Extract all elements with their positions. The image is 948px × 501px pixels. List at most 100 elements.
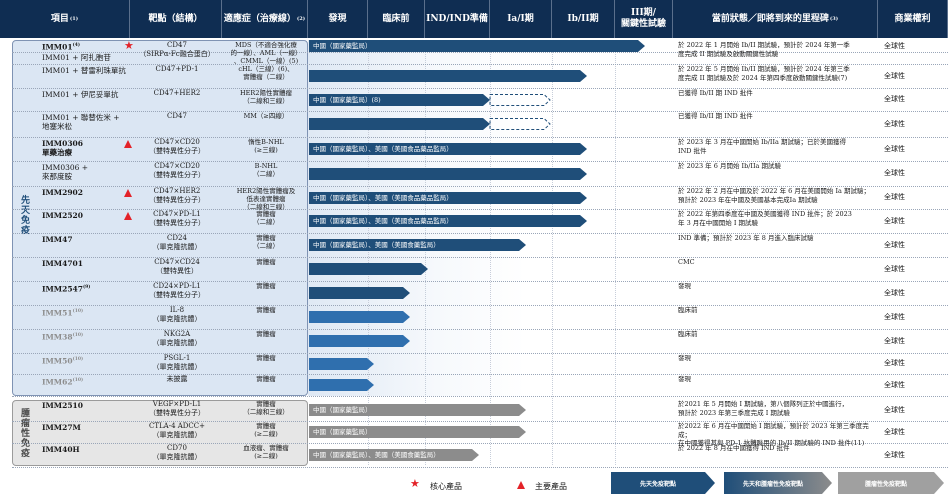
header-col-8: III期/ 關鍵性試驗 — [615, 0, 673, 38]
pipeline-progress-bar — [309, 358, 414, 370]
stage-divider-4 — [615, 40, 616, 465]
commercial-rights: 全球性 — [884, 169, 905, 177]
regulatory-label: 中國（國家藥監局）(8) — [313, 96, 381, 104]
pipeline-progress-bar — [309, 311, 450, 323]
header-col-3: 發現 — [308, 0, 368, 38]
row-divider — [12, 396, 948, 397]
target-structure: CD24 （單克隆抗體） — [152, 234, 202, 251]
current-status: 於2021 年 5 月開始 I 期試驗，第八個隊列正於中國進行， 預計於 202… — [678, 400, 849, 417]
current-status: 臨床前 — [678, 306, 698, 314]
project-name-text: IMM4701 — [42, 259, 83, 268]
project-name: IMM01 + 聯替佐米 + 地塞米松 — [42, 113, 130, 131]
header-col-9-label: 當前狀態／即將到來的里程碑 — [711, 13, 829, 24]
target-structure: CD47×CD20 （雙特異性分子） — [149, 138, 205, 155]
header-col-0-note: (1) — [69, 15, 79, 22]
commercial-rights: 全球性 — [884, 145, 905, 153]
key-product-triangle-icon — [124, 189, 132, 197]
header-col-1-label: 靶點（結構） — [148, 13, 203, 24]
project-name-text: IMM0306 + 來那度胺 — [42, 163, 89, 181]
indication: B-NHL （二線） — [253, 162, 279, 178]
target-structure: CD24×PD-L1 （雙特異性分子） — [149, 282, 205, 299]
project-name-text: IMM2510 — [42, 401, 83, 410]
current-status: 已獲得 Ib/II 期 IND 批件 — [678, 112, 753, 120]
legend-key-label: 主要產品 — [535, 482, 567, 491]
header-col-2-note: (2) — [296, 15, 306, 22]
target-structure: VEGF×PD-L1 （雙特異性分子） — [149, 400, 205, 417]
header-col-1: 靶點（結構） — [130, 0, 222, 38]
row-divider — [12, 209, 948, 210]
regulatory-label: 中國（國家藥監局）、美國（美國食品藥品監局） — [313, 145, 453, 153]
project-name-text: IMM2547 — [42, 284, 83, 294]
stage-divider-1 — [425, 40, 426, 465]
legend-arrow-innate: 先天免疫靶點 — [611, 472, 715, 494]
project-name-text: IMM01 + 聯替佐米 + 地塞米松 — [42, 113, 120, 131]
current-status: IND 準備；預計於 2023 年 8 月進入臨床試驗 — [678, 234, 814, 242]
indication: 實體瘤 （二線） — [253, 234, 279, 250]
commercial-rights: 全球性 — [884, 313, 905, 321]
project-name-text: IMM01 + 伊尼妥單抗 — [42, 90, 119, 99]
commercial-rights: 全球性 — [884, 95, 905, 103]
project-name: IMM51(10) — [42, 307, 130, 318]
core-product-star-icon: ★ — [410, 477, 420, 490]
current-status: 於 2023 年 6 月開始 Ib/IIa 期試驗 — [678, 162, 782, 170]
indication: 血液瘤、實體瘤 (≥二線) — [243, 444, 289, 460]
regulatory-label: 中國（國家藥監局） — [313, 42, 372, 50]
target-structure: CD47+HER2 — [153, 89, 201, 97]
tumor-immunity-label: 腫瘤性免疫 — [19, 408, 29, 458]
current-status: 於 2022 年 5 月開始 Ib/II 期試驗，預計於 2024 年第三季 度… — [678, 65, 850, 82]
pipeline-progress-bar — [309, 118, 566, 130]
project-name-text: IMM01 + 阿扎胞苷 — [42, 53, 111, 62]
pipeline-progress-bar: 中國（國家藥監局）、美國（美國食品藥品監局） — [309, 143, 627, 155]
header-col-2-label: 適應症（治療線） — [223, 13, 296, 24]
row-divider — [12, 374, 948, 375]
legend-arrow-tumor: 腫瘤性免疫靶點 — [838, 472, 944, 494]
header-col-0-label: 項目 — [50, 13, 69, 24]
target-structure: NKG2A （單克隆抗體） — [152, 330, 202, 347]
project-name: IMM27M — [42, 423, 130, 432]
header-col-7: Ib/II期 — [552, 0, 615, 38]
indication: 實體瘤 （二線和三線） — [243, 400, 289, 416]
current-status: 已獲得 Ib/II 期 IND 批件 — [678, 89, 753, 97]
indication: HER2陽性實體瘤 （二線和三線） — [240, 89, 292, 105]
commercial-rights: 全球性 — [884, 241, 905, 249]
current-status: 於2022 年 6 月在中國開始 I 期試驗，預計於 2023 年第三季度完成；… — [678, 422, 869, 447]
stage-divider-0 — [368, 40, 369, 465]
project-name: IMM38(10) — [42, 331, 130, 342]
row-divider — [12, 186, 948, 187]
project-name-text: IMM01 + 替雷利珠單抗 — [42, 66, 126, 75]
commercial-rights: 全球性 — [884, 72, 905, 80]
row-divider — [12, 257, 948, 258]
header-col-7-label: Ib/II期 — [567, 13, 599, 24]
project-name-text: IMM40H — [42, 445, 80, 454]
indication: 惰性B-NHL (≥三線) — [248, 138, 284, 154]
pipeline-progress-bar — [309, 379, 414, 391]
project-footnote: (10) — [72, 309, 84, 314]
tumor-immunity-group — [12, 400, 308, 466]
indication: MM（≥四線） — [243, 112, 289, 120]
row-divider — [12, 329, 948, 330]
header-col-5: IND/IND準備 — [425, 0, 490, 38]
indication: 實體瘤 — [256, 330, 276, 338]
row-divider — [12, 161, 948, 162]
pipeline-progress-bar: 中國（國家藥監局）、美國（美國食藥監局） — [309, 449, 519, 461]
project-name: IMM2547(9) — [42, 283, 130, 294]
commercial-rights: 全球性 — [884, 381, 905, 389]
target-structure: PSGL-1 （單克隆抗體） — [152, 354, 202, 371]
project-name: IMM0306 單藥治療 — [42, 139, 130, 157]
project-name-text: IMM38 — [42, 332, 73, 342]
target-structure: CTLA-4 ADCC+ （單克隆抗體） — [148, 422, 206, 439]
header-col-5-label: IND/IND準備 — [426, 13, 488, 24]
regulatory-label: 中國（國家藥監局）、美國（美國食品藥品監局） — [313, 194, 453, 202]
indication: 實體瘤 — [256, 258, 276, 266]
project-name: IMM2510 — [42, 401, 130, 410]
project-name: IMM50(10) — [42, 355, 130, 366]
target-structure: CD47×CD20 （雙特異性分子） — [149, 162, 205, 179]
legend-core-label: 核心產品 — [430, 482, 462, 491]
current-status: CMC — [678, 258, 695, 266]
commercial-rights: 全球性 — [884, 359, 905, 367]
regulatory-label: 中國（國家藥監局） — [313, 428, 372, 436]
row-divider — [12, 52, 948, 53]
header-col-2: 適應症（治療線） (2) — [222, 0, 308, 38]
project-name-text: IMM0306 單藥治療 — [42, 139, 83, 157]
indication: 實體瘤 （二線） — [253, 210, 279, 226]
